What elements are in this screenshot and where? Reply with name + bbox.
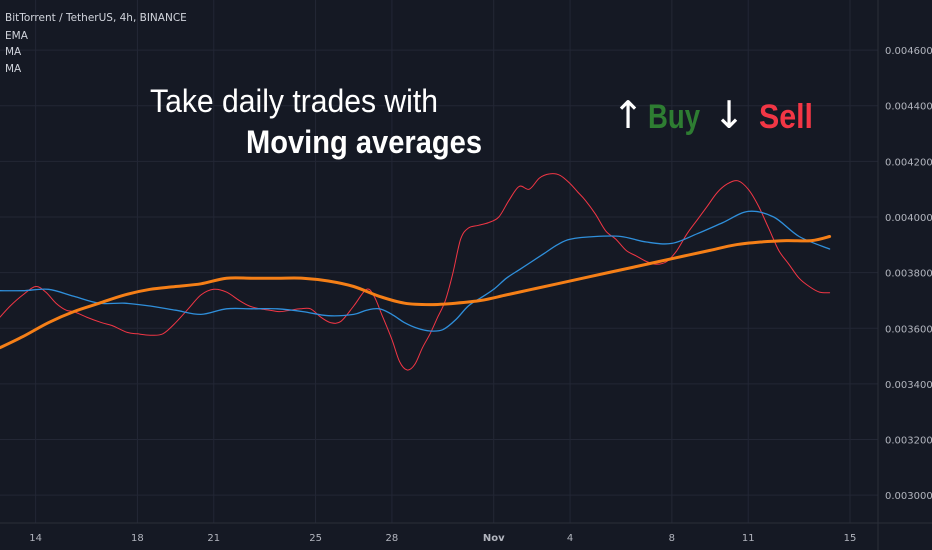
ma-slow-line[interactable] (0, 235, 832, 350)
buy-label: Buy (648, 98, 700, 136)
price-axis[interactable]: 0.004600 0.004400 0.004200 0.004000 0.003800… (885, 46, 932, 502)
series-layer (0, 173, 832, 371)
time-tick-label: 15 (844, 533, 857, 544)
grid-lines (0, 0, 878, 523)
price-tick-label: 0.004400 (885, 102, 932, 113)
ma-fast-line[interactable] (0, 210, 831, 332)
price-tick-label: 0.004200 (885, 157, 932, 168)
time-tick-label: 4 (567, 533, 573, 544)
price-tick-label: 0.003200 (885, 436, 932, 447)
price-tick-label: 0.004600 (885, 46, 932, 57)
symbol-title: BitTorrent / TetherUS, 4h, BINANCE (5, 12, 187, 24)
headline-line-1: Take daily trades with (150, 83, 438, 119)
price-tick-label: 0.003800 (885, 269, 932, 280)
time-tick-label: 21 (207, 533, 220, 544)
indicator-ma-label[interactable]: MA (5, 46, 22, 58)
ema-line[interactable] (0, 173, 831, 371)
time-tick-label: 11 (742, 533, 755, 544)
headline-line-2: Moving averages (246, 124, 482, 160)
time-tick-label: 25 (309, 533, 322, 544)
time-tick-label: Nov (483, 533, 505, 544)
time-tick-label: 28 (386, 533, 399, 544)
time-axis[interactable]: 14 18 21 25 28 Nov 4 8 11 15 (29, 533, 856, 544)
time-tick-label: 18 (131, 533, 144, 544)
time-tick-label: 14 (29, 533, 42, 544)
time-tick-label: 8 (669, 533, 675, 544)
price-tick-label: 0.003000 (885, 491, 932, 502)
sell-label: Sell (759, 98, 813, 136)
indicator-ema-label[interactable]: EMA (5, 30, 29, 42)
indicator-ma-label[interactable]: MA (5, 63, 22, 75)
price-tick-label: 0.003600 (885, 324, 932, 335)
price-tick-label: 0.003400 (885, 380, 932, 391)
down-arrow-icon: ↓ (713, 93, 745, 137)
price-tick-label: 0.004000 (885, 213, 932, 224)
up-arrow-icon: ↑ (612, 93, 644, 137)
